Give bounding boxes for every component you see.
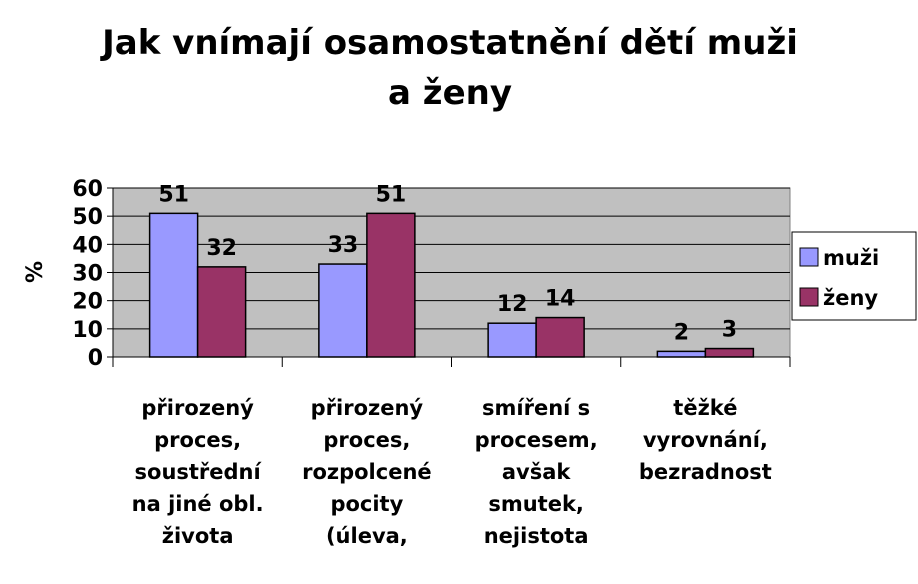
y-tick-label: 30 <box>72 262 103 287</box>
data-label: 14 <box>545 287 576 312</box>
y-tick-label: 20 <box>72 290 103 315</box>
legend-label: muži <box>823 246 879 270</box>
chart-title: Jak vnímají osamostatnění dětí muži a že… <box>102 23 798 113</box>
x-tick-label: přirozený proces, rozpolcené pocity (úle… <box>302 396 432 548</box>
bar <box>656 350 707 358</box>
bar <box>318 263 368 358</box>
data-label: 3 <box>722 318 737 343</box>
bar <box>535 316 585 358</box>
y-tick-label: 0 <box>88 346 103 371</box>
bar <box>148 212 199 358</box>
y-tick-label: 10 <box>72 318 103 343</box>
legend-label: ženy <box>823 286 878 310</box>
legend-swatch <box>799 287 819 307</box>
bar <box>704 347 755 358</box>
bar <box>366 212 416 358</box>
data-label: 32 <box>206 236 237 261</box>
bar <box>196 266 247 358</box>
y-tick-label: 40 <box>72 233 103 258</box>
bar <box>487 322 537 358</box>
legend-swatch <box>799 247 819 267</box>
y-axis-label: % <box>23 261 48 283</box>
x-tick-label: smíření s procesem, avšak smutek, nejist… <box>474 396 598 548</box>
y-tick-label: 50 <box>72 205 103 230</box>
y-tick-label: 60 <box>72 177 103 202</box>
data-label: 33 <box>328 233 359 258</box>
data-label: 12 <box>497 292 528 317</box>
data-label: 51 <box>376 182 407 207</box>
data-label: 2 <box>674 320 689 345</box>
x-tick-label: těžké vyrovnání, bezradnost <box>638 396 772 484</box>
data-label: 51 <box>158 182 189 207</box>
x-tick-label: přirozený proces, soustřední na jiné obl… <box>131 396 264 548</box>
